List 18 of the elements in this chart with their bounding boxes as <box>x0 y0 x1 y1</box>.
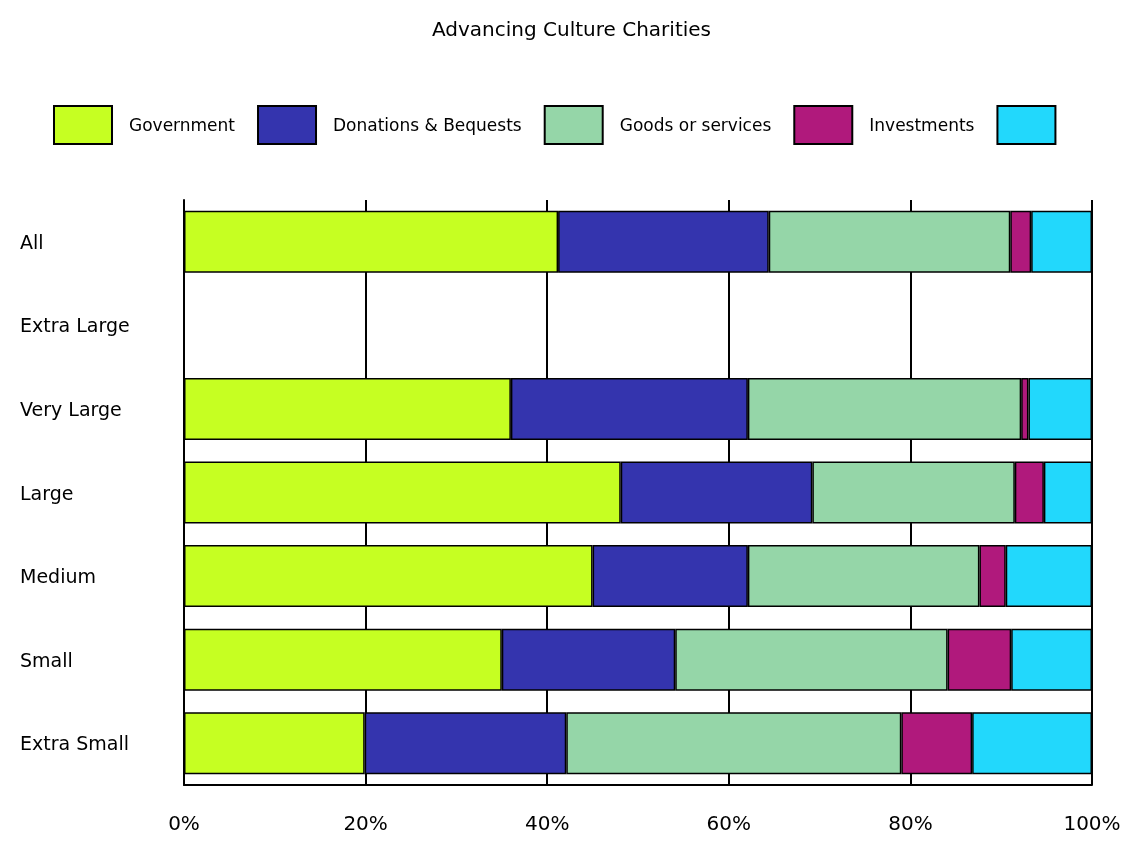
x-tick-label: 60% <box>706 811 752 835</box>
chart-title: Advancing Culture Charities <box>431 17 712 41</box>
y-tick-label: Very Large <box>20 397 122 420</box>
legend-label: Investments <box>869 115 975 135</box>
legend-label: Goods or services <box>619 115 772 135</box>
x-tick-label: 100% <box>1063 811 1121 835</box>
legend-label: Donations & Bequests <box>333 115 522 135</box>
y-tick-label: All <box>20 230 44 253</box>
x-tick-label: 0% <box>168 811 200 835</box>
y-tick-label: Extra Large <box>20 314 130 337</box>
x-tick-label: 80% <box>888 811 933 835</box>
y-tick-label: Medium <box>20 565 96 588</box>
y-tick-label: Small <box>20 648 73 671</box>
x-tick-label: 40% <box>524 811 570 835</box>
legend-label: Government <box>129 115 236 135</box>
y-tick-label: Extra Small <box>20 732 129 755</box>
y-tick-label: Large <box>20 481 74 504</box>
x-tick-label: 20% <box>343 811 388 835</box>
